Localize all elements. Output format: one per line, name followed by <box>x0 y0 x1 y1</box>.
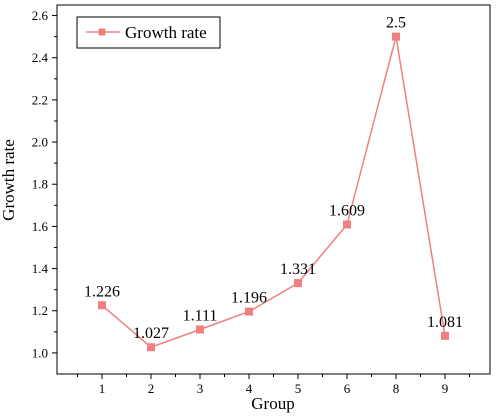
data-label: 1.111 <box>183 308 218 325</box>
y-tick-label: 2.4 <box>32 50 49 65</box>
data-label: 1.226 <box>84 283 120 300</box>
data-label: 1.331 <box>280 261 316 278</box>
y-tick-label: 2.6 <box>32 8 49 23</box>
data-point <box>441 331 449 340</box>
data-label: 1.081 <box>427 314 463 331</box>
axes: 1.0 1.2 1.4 1.6 1.8 2.0 2.2 2.4 2.6 1 2 3 4 5 6 8 9 <box>32 4 491 396</box>
y-tick-label: 1.0 <box>32 345 48 360</box>
y-axis-title: Growth rate <box>0 139 18 221</box>
x-tick-label: 2 <box>148 381 155 396</box>
legend-label: Growth rate <box>125 23 207 42</box>
data-point <box>147 343 155 352</box>
plot-frame <box>56 4 491 375</box>
x-tick-label: 4 <box>246 381 253 396</box>
y-tick-label: 1.4 <box>32 261 49 276</box>
legend: Growth rate <box>76 16 221 49</box>
y-tick-label: 2.2 <box>32 92 48 107</box>
x-tick-label: 1 <box>99 381 106 396</box>
data-label: 1.609 <box>329 203 365 220</box>
data-label: 2.5 <box>386 15 406 32</box>
x-tick-label: 5 <box>295 381 302 396</box>
x-tick-label: 3 <box>197 381 204 396</box>
legend-marker <box>98 28 106 36</box>
data-label: 1.027 <box>133 325 169 342</box>
y-tick-label: 1.8 <box>32 177 48 192</box>
data-point <box>98 301 106 310</box>
data-point <box>245 307 253 316</box>
data-point <box>343 220 351 229</box>
data-point <box>196 325 204 334</box>
x-tick-label: 9 <box>442 381 449 396</box>
y-tick-label: 1.6 <box>32 219 49 234</box>
data-point <box>392 32 400 41</box>
x-tick-label: 8 <box>393 381 400 396</box>
y-tick-label: 1.2 <box>32 303 48 318</box>
y-tick-label: 2.0 <box>32 135 48 150</box>
data-label: 1.196 <box>231 290 267 307</box>
x-axis-title: Group <box>251 394 294 413</box>
series-line <box>101 36 446 349</box>
series-layer: 1.226 1.027 1.111 1.196 1.331 1.609 2.5 1.081 <box>84 15 463 352</box>
x-tick-label: 6 <box>344 381 351 396</box>
data-point <box>294 279 302 288</box>
